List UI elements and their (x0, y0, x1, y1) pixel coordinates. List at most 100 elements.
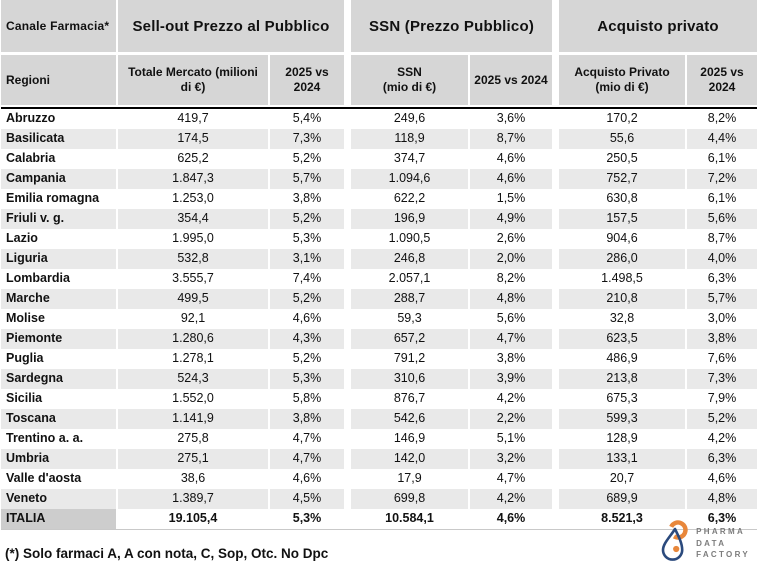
value-cell-sellout-delta: 5,8% (270, 389, 344, 409)
table-row: Abruzzo 419,7 5,4% 249,6 3,6% 170,2 8,2% (1, 109, 757, 129)
value-cell-ssn-delta: 2,6% (470, 229, 552, 249)
value-cell-acquisto-delta: 4,4% (687, 129, 757, 149)
value-cell-acquisto-delta: 6,3% (687, 269, 757, 289)
value-cell-acquisto-delta: 5,2% (687, 409, 757, 429)
value-cell-acquisto-privato: 133,1 (559, 449, 685, 469)
column-header-regioni: Regioni (1, 55, 116, 105)
column-header-acquisto-delta: 2025 vs 2024 (687, 55, 757, 105)
value-cell-acquisto-delta: 8,2% (687, 109, 757, 129)
value-cell-ssn: 196,9 (351, 209, 468, 229)
value-cell-acquisto-privato: 286,0 (559, 249, 685, 269)
value-cell-ssn: 2.057,1 (351, 269, 468, 289)
value-cell-acquisto-privato: 32,8 (559, 309, 685, 329)
region-cell: ITALIA (1, 509, 116, 529)
region-cell: Piemonte (1, 329, 116, 349)
value-cell-ssn-delta: 2,2% (470, 409, 552, 429)
value-cell-acquisto-privato: 55,6 (559, 129, 685, 149)
value-cell-totale-mercato: 38,6 (118, 469, 268, 489)
region-cell: Abruzzo (1, 109, 116, 129)
table-row: Friuli v. g. 354,4 5,2% 196,9 4,9% 157,5… (1, 209, 757, 229)
table-row: Lombardia 3.555,7 7,4% 2.057,1 8,2% 1.49… (1, 269, 757, 289)
value-cell-ssn: 1.090,5 (351, 229, 468, 249)
value-cell-ssn-delta: 4,6% (470, 169, 552, 189)
value-cell-acquisto-privato: 675,3 (559, 389, 685, 409)
value-cell-acquisto-delta: 4,6% (687, 469, 757, 489)
table-header-groups: Canale Farmacia* Sell-out Prezzo al Pubb… (1, 0, 757, 52)
value-cell-sellout-delta: 5,2% (270, 149, 344, 169)
table-row: Liguria 532,8 3,1% 246,8 2,0% 286,0 4,0% (1, 249, 757, 269)
value-cell-ssn-delta: 4,7% (470, 469, 552, 489)
value-cell-sellout-delta: 4,3% (270, 329, 344, 349)
table-row: Campania 1.847,3 5,7% 1.094,6 4,6% 752,7… (1, 169, 757, 189)
table-row: Piemonte 1.280,6 4,3% 657,2 4,7% 623,5 3… (1, 329, 757, 349)
value-cell-sellout-delta: 4,7% (270, 429, 344, 449)
corner-header: Canale Farmacia* (1, 0, 116, 52)
table-row: Molise 92,1 4,6% 59,3 5,6% 32,8 3,0% (1, 309, 757, 329)
value-cell-ssn: 622,2 (351, 189, 468, 209)
value-cell-acquisto-delta: 7,2% (687, 169, 757, 189)
value-cell-acquisto-delta: 3,8% (687, 329, 757, 349)
value-cell-ssn: 699,8 (351, 489, 468, 509)
value-cell-totale-mercato: 1.280,6 (118, 329, 268, 349)
value-cell-sellout-delta: 3,1% (270, 249, 344, 269)
region-cell: Emilia romagna (1, 189, 116, 209)
value-cell-acquisto-delta: 6,3% (687, 509, 757, 529)
column-header-ssn-delta: 2025 vs 2024 (470, 55, 552, 105)
value-cell-acquisto-privato: 689,9 (559, 489, 685, 509)
value-cell-sellout-delta: 5,4% (270, 109, 344, 129)
value-cell-ssn-delta: 3,9% (470, 369, 552, 389)
region-cell: Trentino a. a. (1, 429, 116, 449)
value-cell-totale-mercato: 275,8 (118, 429, 268, 449)
region-cell: Molise (1, 309, 116, 329)
value-cell-acquisto-delta: 3,0% (687, 309, 757, 329)
value-cell-ssn-delta: 4,7% (470, 329, 552, 349)
value-cell-ssn: 542,6 (351, 409, 468, 429)
value-cell-totale-mercato: 1.847,3 (118, 169, 268, 189)
group-header-ssn: SSN (Prezzo Pubblico) (351, 0, 552, 52)
value-cell-acquisto-privato: 213,8 (559, 369, 685, 389)
region-cell: Sardegna (1, 369, 116, 389)
pharma-data-factory-logo: PHARMA DATA FACTORY (659, 519, 750, 568)
value-cell-ssn: 288,7 (351, 289, 468, 309)
table-row: Trentino a. a. 275,8 4,7% 146,9 5,1% 128… (1, 429, 757, 449)
value-cell-totale-mercato: 3.555,7 (118, 269, 268, 289)
value-cell-sellout-delta: 7,3% (270, 129, 344, 149)
value-cell-acquisto-privato: 486,9 (559, 349, 685, 369)
table-row: Valle d'aosta 38,6 4,6% 17,9 4,7% 20,7 4… (1, 469, 757, 489)
value-cell-acquisto-delta: 4,2% (687, 429, 757, 449)
value-cell-totale-mercato: 92,1 (118, 309, 268, 329)
value-cell-ssn-delta: 3,8% (470, 349, 552, 369)
value-cell-acquisto-privato: 157,5 (559, 209, 685, 229)
value-cell-ssn-delta: 5,1% (470, 429, 552, 449)
logo-line-factory: FACTORY (696, 550, 750, 560)
table-body: Abruzzo 419,7 5,4% 249,6 3,6% 170,2 8,2%… (1, 107, 757, 530)
value-cell-sellout-delta: 5,2% (270, 209, 344, 229)
value-cell-acquisto-delta: 6,1% (687, 189, 757, 209)
table-row: Veneto 1.389,7 4,5% 699,8 4,2% 689,9 4,8… (1, 489, 757, 509)
value-cell-ssn-delta: 4,2% (470, 389, 552, 409)
value-cell-totale-mercato: 354,4 (118, 209, 268, 229)
value-cell-totale-mercato: 625,2 (118, 149, 268, 169)
value-cell-totale-mercato: 419,7 (118, 109, 268, 129)
value-cell-acquisto-privato: 250,5 (559, 149, 685, 169)
value-cell-acquisto-privato: 1.498,5 (559, 269, 685, 289)
table-row: Puglia 1.278,1 5,2% 791,2 3,8% 486,9 7,6… (1, 349, 757, 369)
value-cell-acquisto-delta: 5,6% (687, 209, 757, 229)
region-cell: Marche (1, 289, 116, 309)
table-row: Marche 499,5 5,2% 288,7 4,8% 210,8 5,7% (1, 289, 757, 309)
region-cell: Basilicata (1, 129, 116, 149)
value-cell-totale-mercato: 532,8 (118, 249, 268, 269)
value-cell-ssn: 118,9 (351, 129, 468, 149)
value-cell-sellout-delta: 4,6% (270, 469, 344, 489)
region-cell: Campania (1, 169, 116, 189)
value-cell-ssn: 791,2 (351, 349, 468, 369)
region-cell: Calabria (1, 149, 116, 169)
value-cell-acquisto-delta: 4,0% (687, 249, 757, 269)
value-cell-acquisto-delta: 6,3% (687, 449, 757, 469)
table-row: Emilia romagna 1.253,0 3,8% 622,2 1,5% 6… (1, 189, 757, 209)
value-cell-ssn-delta: 8,2% (470, 269, 552, 289)
value-cell-sellout-delta: 5,3% (270, 229, 344, 249)
value-cell-sellout-delta: 5,3% (270, 369, 344, 389)
value-cell-acquisto-privato: 630,8 (559, 189, 685, 209)
value-cell-ssn: 246,8 (351, 249, 468, 269)
